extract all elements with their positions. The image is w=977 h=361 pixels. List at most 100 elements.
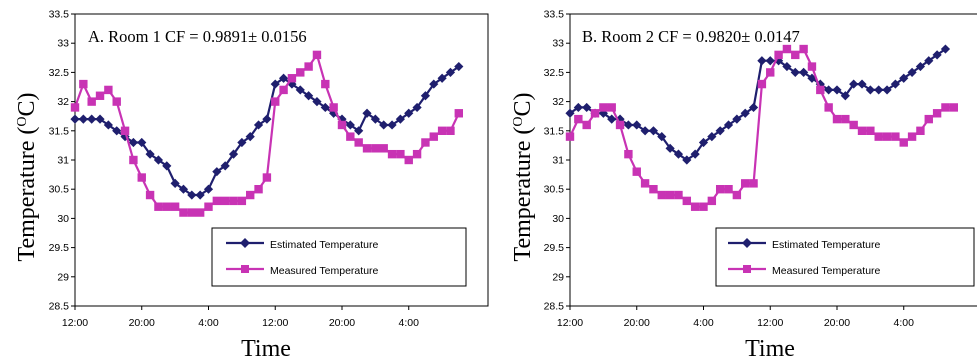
y-tick-label: 31	[57, 155, 69, 167]
data-point-estimated	[312, 97, 322, 107]
data-point-measured	[741, 179, 750, 188]
data-point-measured	[212, 196, 222, 206]
data-point-estimated	[437, 73, 447, 83]
data-point-measured	[104, 85, 113, 95]
data-point-measured	[791, 50, 800, 60]
data-point-measured	[816, 85, 825, 95]
x-tick-label: 20:00	[824, 317, 850, 329]
data-point-measured	[907, 132, 917, 141]
y-tick-label: 32.5	[49, 67, 70, 79]
data-point-measured	[404, 155, 413, 165]
y-tick-label: 29	[57, 271, 69, 283]
data-point-estimated	[445, 67, 456, 77]
data-point-measured	[262, 173, 272, 182]
data-point-estimated	[773, 56, 784, 66]
data-point-measured	[857, 126, 867, 135]
data-point-measured	[565, 132, 575, 141]
legend-measured-label: Measured Temperature	[772, 265, 881, 277]
data-point-measured	[396, 149, 405, 159]
legend-measured-marker	[241, 265, 249, 273]
data-point-measured	[354, 138, 363, 147]
data-point-measured	[590, 109, 600, 118]
data-point-measured	[607, 103, 616, 112]
data-point-estimated	[370, 114, 380, 124]
data-point-estimated	[187, 190, 197, 200]
data-point-estimated	[95, 114, 105, 124]
data-point-estimated	[723, 120, 734, 130]
data-point-estimated	[673, 149, 684, 159]
chart-title: B. Room 2 CF = 0.9820± 0.0147	[582, 27, 800, 46]
data-point-estimated	[404, 108, 414, 118]
data-point-measured	[699, 202, 708, 211]
data-point-estimated	[790, 67, 800, 77]
y-axis-label-main: Temperature (	[510, 127, 536, 262]
data-point-measured	[179, 208, 188, 217]
data-point-measured	[874, 132, 883, 141]
data-point-measured	[87, 97, 96, 106]
data-point-measured	[321, 79, 330, 89]
data-point-measured	[296, 68, 305, 77]
data-point-estimated	[882, 85, 892, 95]
legend-estimated-label: Estimated Temperature	[270, 239, 379, 251]
data-point-estimated	[162, 161, 172, 171]
data-point-measured	[287, 74, 297, 83]
data-point-measured	[220, 196, 230, 206]
data-point-estimated	[924, 56, 934, 66]
data-point-measured	[229, 196, 238, 206]
data-point-measured	[346, 132, 355, 141]
data-point-estimated	[757, 56, 767, 66]
data-point-measured	[924, 114, 933, 124]
data-point-estimated	[899, 73, 909, 83]
data-point-estimated	[420, 91, 431, 101]
data-point-measured	[421, 138, 430, 147]
y-axis: 28.5 29 29.5 30 30.5 31 31.5 32 32.5 33 33.5	[49, 9, 75, 313]
data-point-estimated	[270, 79, 280, 89]
y-tick-label: 31.5	[49, 125, 70, 137]
x-tick-label: 4:00	[399, 317, 420, 329]
data-point-estimated	[740, 108, 750, 118]
data-point-estimated	[707, 132, 717, 142]
data-point-estimated	[824, 85, 834, 95]
chart-panel-room-1: 28.5 29 29.5 30 30.5 31 31.5 32 32.5 33 33.5 12:00…	[14, 9, 489, 361]
data-point-estimated	[320, 102, 330, 113]
data-point-estimated	[220, 161, 230, 171]
data-point-estimated	[245, 132, 255, 142]
data-point-measured	[145, 190, 155, 200]
x-tick-label: 20:00	[329, 317, 355, 329]
data-point-estimated	[203, 184, 214, 194]
data-point-measured	[204, 202, 213, 211]
data-point-estimated	[137, 137, 147, 148]
legend-measured-label: Measured Temperature	[270, 265, 379, 277]
x-tick-label: 20:00	[129, 317, 155, 329]
data-point-measured	[379, 144, 388, 153]
data-point-measured	[429, 132, 438, 141]
data-point-measured	[707, 196, 717, 206]
data-point-measured	[70, 103, 80, 112]
data-point-estimated	[387, 120, 397, 130]
data-point-estimated	[429, 79, 439, 89]
data-point-estimated	[87, 114, 97, 124]
data-point-measured	[254, 185, 263, 194]
y-tick-label: 30.5	[544, 184, 565, 196]
data-point-measured	[766, 68, 775, 77]
data-point-estimated	[278, 73, 289, 83]
data-point-estimated	[648, 126, 659, 136]
data-point-measured	[112, 97, 121, 106]
x-tick-label: 12:00	[62, 317, 88, 329]
data-point-estimated	[145, 149, 155, 159]
data-point-measured	[690, 202, 700, 211]
series-line-square	[73, 53, 460, 214]
data-point-estimated	[715, 126, 725, 136]
data-point-estimated	[598, 108, 608, 118]
data-point-measured	[129, 155, 138, 165]
data-point-estimated	[304, 91, 314, 101]
legend-estimated-marker	[240, 238, 250, 248]
data-point-estimated	[940, 44, 951, 54]
y-axis-label-superscript: O	[511, 116, 526, 126]
y-axis-label: Temperature (OC)	[14, 92, 40, 261]
data-point-estimated	[262, 114, 272, 124]
y-tick-label: 31	[552, 155, 564, 167]
data-point-measured	[665, 190, 675, 200]
data-point-measured	[640, 179, 650, 188]
